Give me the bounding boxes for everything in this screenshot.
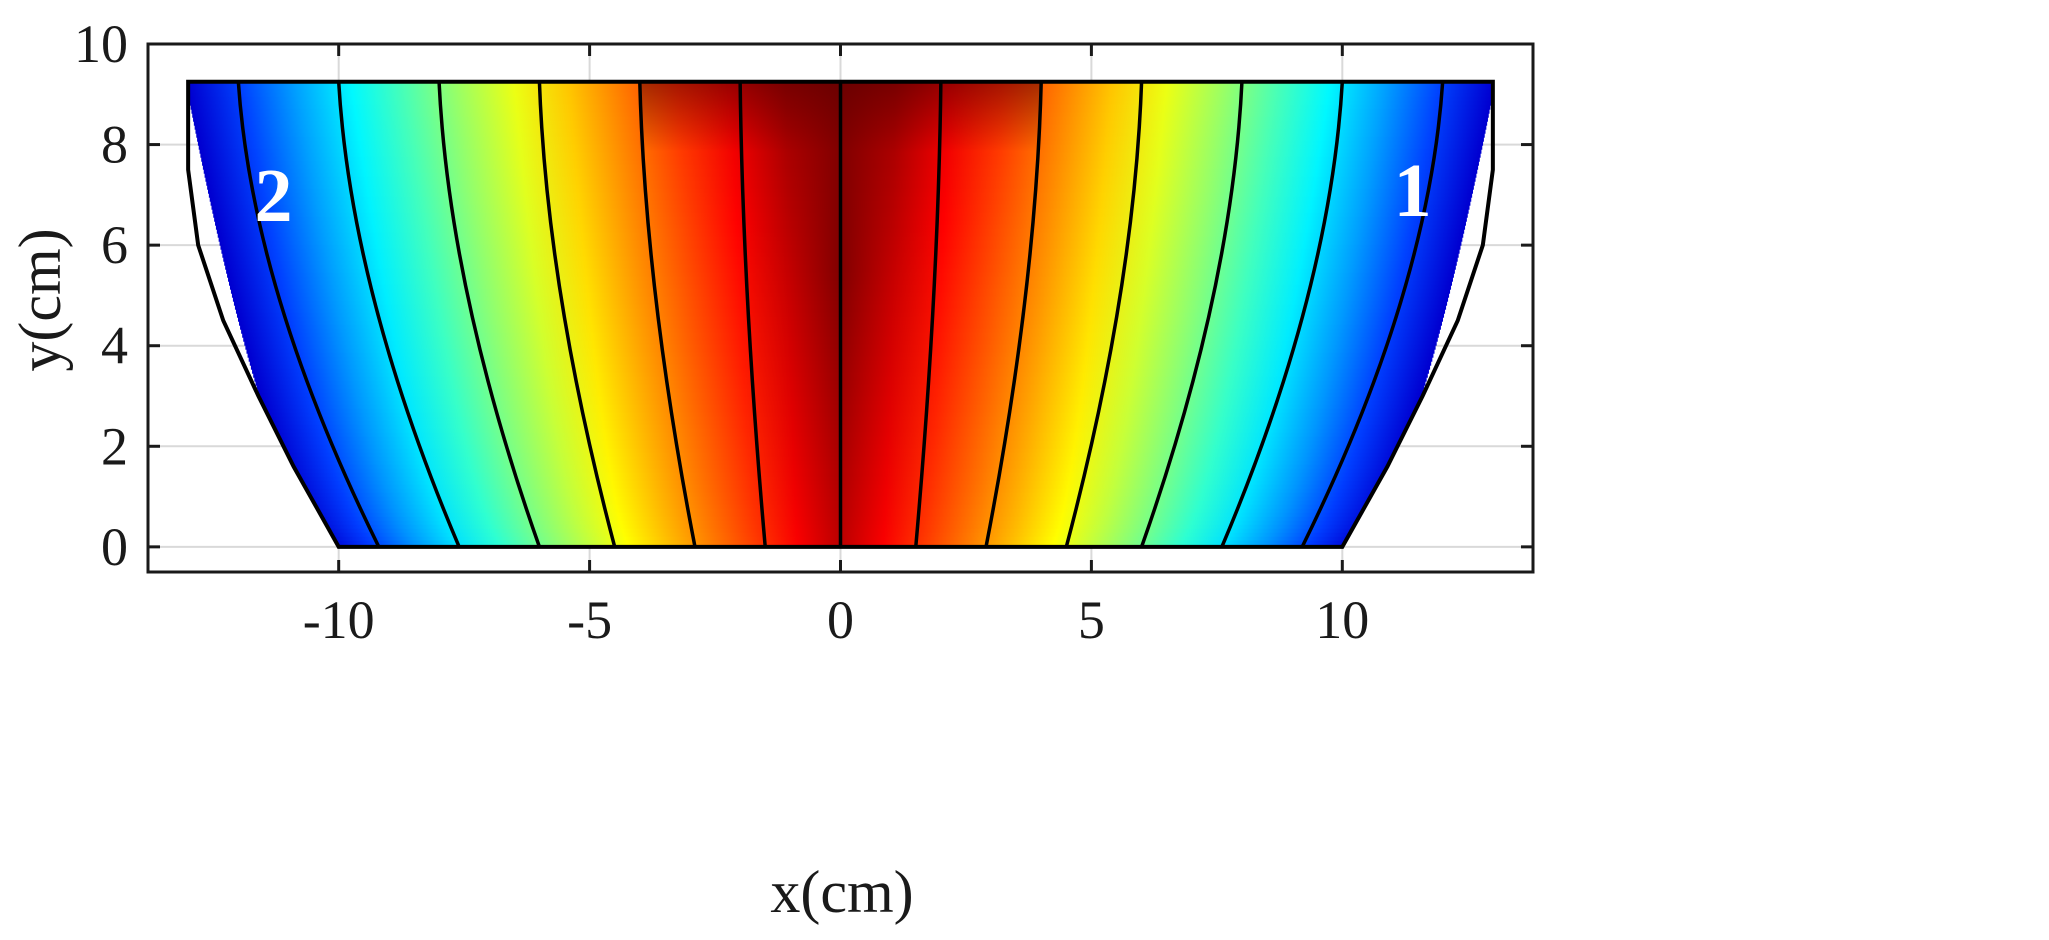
field-line [738, 81, 767, 547]
y-tick-label: 8 [101, 115, 128, 175]
field-line [1139, 81, 1244, 547]
field-line [1300, 81, 1445, 547]
y-tick-label: 0 [101, 517, 128, 577]
y-axis-label: y(cm) [7, 228, 73, 371]
x-tick-labels: -10 -5 0 5 10 [303, 590, 1370, 650]
field-line [437, 81, 542, 547]
y-tick-label: 4 [101, 316, 128, 376]
field-line [638, 81, 697, 547]
field-line [1220, 81, 1345, 547]
field-line [1064, 81, 1144, 547]
field-lines [236, 81, 1445, 547]
field-line [537, 81, 617, 547]
x-axis-label: x(cm) [770, 859, 913, 925]
domain-boundary [186, 79, 1495, 549]
x-tick-label: -10 [303, 590, 375, 650]
y-tick-label: 2 [101, 416, 128, 476]
region-label: 1 [1394, 149, 1432, 233]
y-tick-label: 10 [74, 14, 128, 74]
y-tick-labels: 0 2 4 6 8 10 [74, 14, 128, 577]
region-label: 2 [254, 154, 292, 238]
axis-ticks [148, 42, 1533, 572]
field-line [236, 81, 381, 547]
x-tick-label: -5 [567, 590, 612, 650]
field-line [336, 81, 461, 547]
x-tick-label: 5 [1078, 590, 1105, 650]
x-tick-label: 10 [1315, 590, 1369, 650]
field-line [914, 81, 943, 547]
field-line [984, 81, 1043, 547]
y-tick-label: 6 [101, 215, 128, 275]
x-tick-label: 0 [827, 590, 854, 650]
